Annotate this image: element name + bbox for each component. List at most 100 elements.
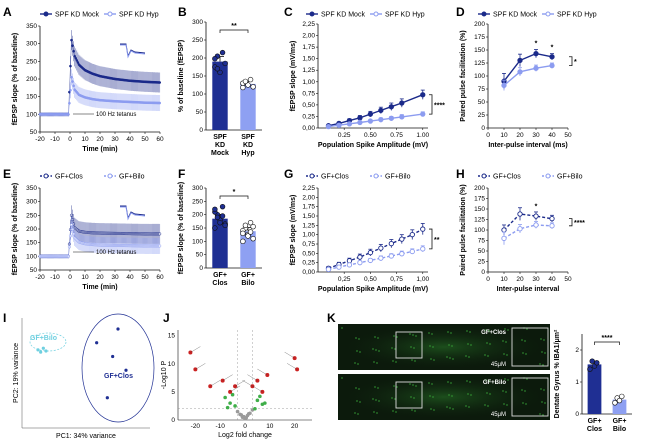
legend-marker [373, 11, 379, 17]
bar-mock [212, 61, 228, 130]
micrograph-cell [465, 355, 467, 357]
data-point [388, 240, 394, 247]
micrograph-cell [413, 347, 415, 349]
data-point [420, 92, 426, 98]
micrograph-cell [373, 411, 375, 413]
legend-marker [309, 11, 315, 17]
volcano-point [233, 404, 237, 408]
volcano-point [223, 395, 227, 400]
significance-label: ** [434, 237, 440, 244]
panel-label-d: D [456, 5, 465, 19]
pca-point [111, 354, 115, 359]
zoom-inset [511, 377, 549, 417]
x-tick-label: 10 [81, 136, 89, 143]
x-axis-label: Time (min) [82, 284, 117, 291]
x-tick-label: 50 [141, 136, 149, 143]
significance-bracket [569, 218, 573, 227]
panel-label-e: E [3, 167, 11, 181]
category-label: KD [215, 142, 225, 149]
y-tick-label: 50 [30, 267, 38, 274]
significance-star: * [535, 204, 538, 211]
data-point [501, 82, 507, 89]
category-label: GF+ [588, 418, 602, 425]
pca-point [116, 327, 120, 331]
legend-marker [373, 173, 379, 179]
legend-marker [481, 173, 487, 179]
significance-label: **** [602, 335, 613, 342]
data-point [388, 104, 394, 110]
micrograph-cell [374, 386, 376, 388]
y-tick-label: 0,75 [302, 90, 315, 97]
micrograph-cell [355, 337, 357, 339]
x-tick-label: 20 [516, 132, 524, 139]
y-tick-label: 75 [478, 238, 486, 245]
panel-label-i: I [3, 311, 6, 325]
x-tick-label: 50 [141, 274, 149, 281]
gene-label-leader [242, 380, 253, 387]
x-tick-label: 0.50 [364, 132, 377, 139]
micrograph-cell [341, 377, 343, 379]
gene-label-leader [284, 351, 295, 359]
micrograph-cell [396, 386, 398, 388]
data-point [501, 235, 507, 242]
legend-label: GF+Clos [55, 174, 83, 181]
bar-hyp [240, 83, 256, 130]
data-point [378, 117, 384, 123]
significance-label: * [233, 189, 236, 196]
category-label: SPF [213, 134, 227, 141]
micrograph-cell [411, 359, 413, 361]
x-tick-label: 0.25 [338, 132, 351, 139]
micrograph-cell [394, 398, 396, 400]
series-line [503, 64, 553, 86]
micrograph-cell [377, 337, 379, 339]
micrograph-cell [411, 409, 413, 411]
category-label: GF+ [613, 418, 627, 425]
micrograph-cell [541, 401, 543, 403]
micrograph-cell [359, 401, 361, 403]
micrograph-label: GF+Clos [481, 330, 507, 336]
gene-label-leader [252, 385, 263, 393]
micrograph-cell [540, 388, 542, 390]
significance-bracket [429, 228, 433, 250]
x-tick-label: -10 [215, 423, 225, 430]
micrograph-cell [378, 400, 380, 402]
x-tick-label: -20 [35, 136, 45, 143]
data-point [217, 69, 223, 76]
micrograph-cell [540, 338, 542, 340]
micrograph-cell [486, 342, 488, 344]
legend-marker [43, 11, 49, 17]
y-tick-label: 150 [26, 94, 37, 101]
data-point [533, 50, 539, 57]
data-point [409, 248, 415, 255]
x-tick-label: 30 [532, 132, 540, 139]
volcano-point [258, 394, 262, 399]
y-tick-label: 50 [196, 252, 204, 259]
y-tick-label: 100 [192, 238, 203, 245]
micrograph-cell [446, 356, 448, 358]
micrograph-cell [451, 345, 453, 347]
micrograph-cell [521, 339, 523, 341]
y-axis-label: PC2: 19% variance [13, 343, 20, 403]
legend-label: GF+Clos [321, 174, 349, 181]
micrograph-cell [433, 359, 435, 361]
y-tick-label: 0 [575, 411, 579, 418]
micrograph-cell [541, 351, 543, 353]
data-point [250, 223, 256, 230]
panel-label-c: C [284, 5, 293, 19]
micrograph-cell [412, 384, 414, 386]
volcano-point [263, 401, 267, 405]
data-point [242, 222, 249, 229]
y-tick-label: 100 [474, 227, 485, 234]
micrograph-cell [429, 345, 431, 347]
data-point [378, 255, 384, 261]
legend-label: GF+Bilo [119, 174, 145, 181]
data-point [616, 397, 623, 404]
significance-star: * [535, 40, 538, 47]
micrograph-cell [409, 333, 411, 335]
micrograph-cell [506, 354, 508, 356]
gene-label-leader [247, 374, 258, 381]
micrograph-cell [395, 411, 397, 413]
legend-label: SPF KD Hyp [385, 12, 425, 19]
micrograph-cell [502, 390, 504, 392]
data-point [388, 253, 394, 259]
